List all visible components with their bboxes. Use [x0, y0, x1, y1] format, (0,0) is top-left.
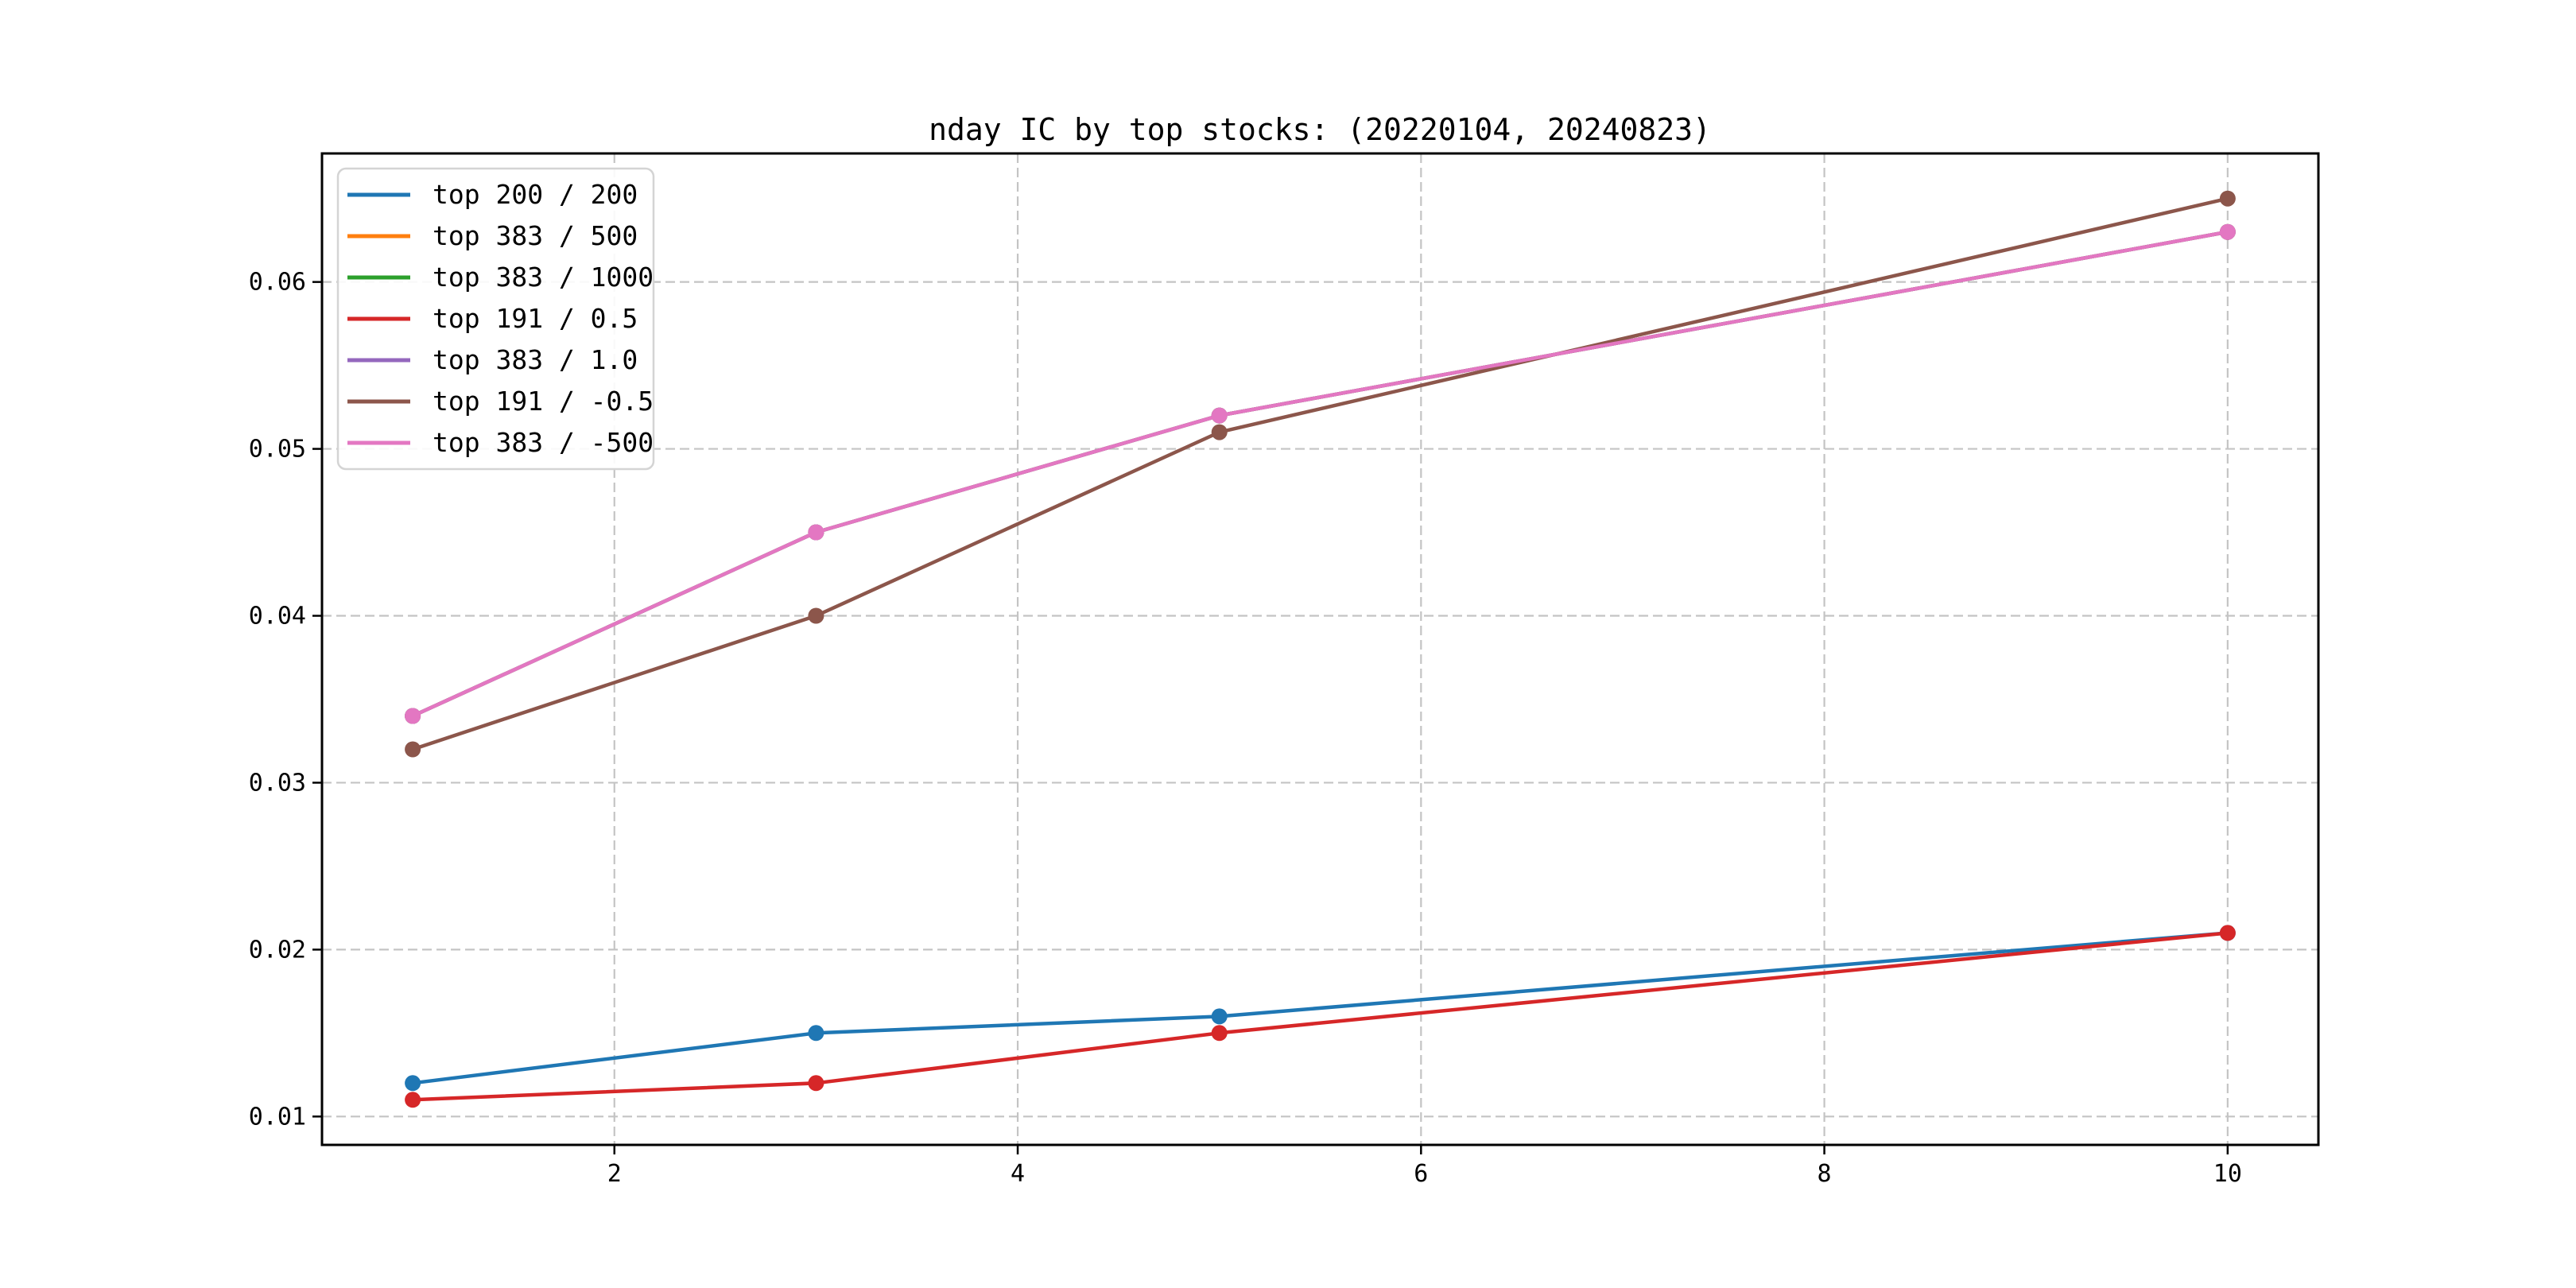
y-tick-label: 0.05: [249, 436, 306, 464]
axes: 2 4 6 8 10 0.01 0.02 0.03 0.04 0.05 0.06: [249, 152, 2320, 1188]
y-tick-label: 0.04: [249, 603, 306, 630]
x-tick-label: 8: [1818, 1160, 1832, 1188]
legend-label: top 383 / 1.0: [433, 344, 638, 375]
series-lines: [405, 190, 2236, 1108]
data-point-marker: [808, 1025, 824, 1042]
data-point-marker: [2219, 190, 2236, 207]
data-point-marker: [405, 741, 421, 758]
series-line-4: [410, 230, 2230, 718]
y-tick-label: 0.06: [249, 269, 306, 297]
series-line-0: [410, 931, 2230, 1085]
data-point-marker: [2219, 925, 2236, 941]
x-tick-label: 2: [607, 1160, 622, 1188]
series-line-6: [410, 230, 2230, 718]
data-point-marker: [808, 524, 824, 541]
data-point-marker: [1211, 424, 1228, 440]
legend-item: top 191 / 0.5: [347, 303, 638, 334]
y-tick-label: 0.03: [249, 769, 306, 797]
data-point-marker: [405, 1092, 421, 1108]
x-tick-label: 4: [1011, 1160, 1025, 1188]
data-point-marker: [405, 708, 421, 724]
data-point-marker: [1211, 1025, 1228, 1042]
series-line-3: [410, 931, 2230, 1102]
legend-item: top 383 / 1000: [347, 262, 654, 293]
legend-label: top 191 / -0.5: [433, 386, 654, 417]
legend-label: top 383 / -500: [433, 427, 654, 458]
data-point-marker: [2219, 223, 2236, 240]
chart-title: nday IC by top stocks: (20220104, 202408…: [929, 112, 1711, 147]
legend: top 200 / 200 top 383 / 500 top 383 / 1000…: [336, 167, 655, 471]
x-tick-label: 10: [2213, 1160, 2242, 1188]
legend-item: top 383 / 1.0: [347, 344, 638, 375]
legend-label: top 383 / 500: [433, 220, 638, 251]
data-point-marker: [1211, 407, 1228, 424]
data-point-marker: [808, 1075, 824, 1092]
legend-item: top 200 / 200: [347, 179, 638, 210]
x-tick-label: 6: [1414, 1160, 1428, 1188]
gridlines: [322, 153, 2318, 1145]
plot-border: [320, 152, 2320, 1146]
data-point-marker: [1211, 1008, 1228, 1025]
series-line-1: [410, 230, 2230, 718]
y-tick-label: 0.01: [249, 1103, 306, 1131]
series-line-2: [410, 230, 2230, 718]
legend-label: top 200 / 200: [433, 179, 638, 210]
legend-label: top 191 / 0.5: [433, 303, 638, 334]
data-point-marker: [405, 1075, 421, 1092]
legend-box: [336, 167, 655, 471]
series-line-5: [410, 196, 2230, 751]
legend-label: top 383 / 1000: [433, 262, 654, 293]
y-tick-label: 0.02: [249, 936, 306, 964]
data-point-marker: [808, 607, 824, 624]
legend-item: top 191 / -0.5: [347, 386, 654, 417]
legend-item: top 383 / 500: [347, 220, 638, 251]
legend-item: top 383 / -500: [347, 427, 654, 458]
